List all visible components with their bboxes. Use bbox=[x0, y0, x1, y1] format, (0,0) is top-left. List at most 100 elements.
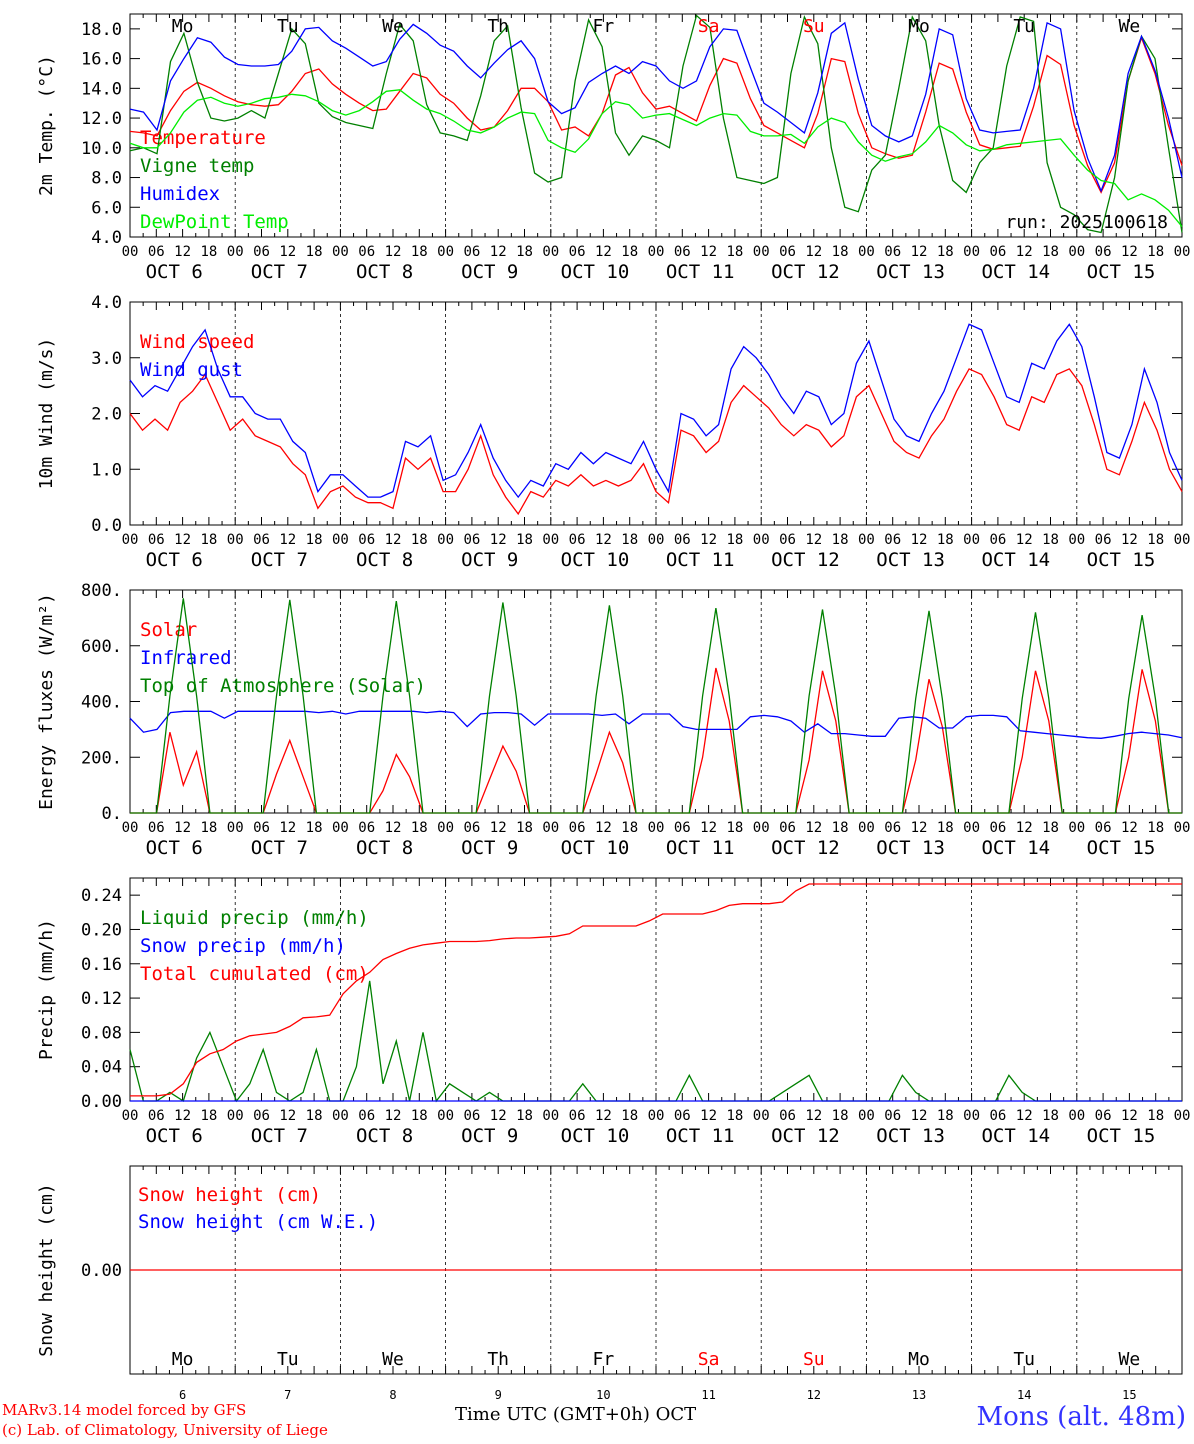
y-axis-label: Energy fluxes (W/m²) bbox=[36, 593, 57, 810]
weekday-label: Tu bbox=[277, 1349, 299, 1370]
model-credit: MARv3.14 model forced by GFS (c) Lab. of… bbox=[2, 1400, 328, 1440]
hour-tick-label: 00 bbox=[332, 244, 349, 260]
y-tick-label: 12.0 bbox=[81, 109, 122, 129]
hour-tick-label: 00 bbox=[542, 532, 559, 548]
hour-tick-label: 00 bbox=[332, 532, 349, 548]
hour-tick-label: 18 bbox=[832, 244, 849, 260]
weekday-label: Sa bbox=[698, 1349, 720, 1370]
weekday-label: We bbox=[382, 1349, 404, 1370]
hour-tick-label: 12 bbox=[595, 532, 612, 548]
credit-line-1: MARv3.14 model forced by GFS bbox=[2, 1401, 247, 1419]
hour-tick-label: 18 bbox=[306, 1108, 323, 1124]
hour-tick-label: 18 bbox=[937, 532, 954, 548]
hour-tick-label: 18 bbox=[832, 820, 849, 836]
hour-tick-label: 06 bbox=[569, 820, 586, 836]
hour-tick-label: 00 bbox=[1174, 532, 1191, 548]
day-number: 13 bbox=[912, 1388, 926, 1402]
hour-tick-label: 00 bbox=[122, 820, 139, 836]
date-label: OCT 14 bbox=[981, 549, 1050, 571]
y-tick-label: 6.0 bbox=[91, 198, 122, 218]
hour-tick-label: 00 bbox=[542, 244, 559, 260]
day-number: 7 bbox=[284, 1388, 291, 1402]
hour-tick-label: 12 bbox=[279, 820, 296, 836]
weekday-label: Tu bbox=[1013, 1349, 1035, 1370]
hour-tick-label: 00 bbox=[227, 1108, 244, 1124]
hour-tick-label: 18 bbox=[937, 1108, 954, 1124]
weekday-label: We bbox=[1119, 16, 1141, 37]
date-label: OCT 15 bbox=[1087, 549, 1156, 571]
y-tick-label: 600. bbox=[81, 637, 122, 657]
hour-tick-label: 12 bbox=[174, 820, 191, 836]
hour-tick-label: 12 bbox=[490, 532, 507, 548]
hour-tick-label: 12 bbox=[385, 532, 402, 548]
weekday-label: Fr bbox=[593, 16, 615, 37]
date-label: OCT 14 bbox=[981, 1125, 1050, 1147]
hour-tick-label: 00 bbox=[542, 820, 559, 836]
date-label: OCT 9 bbox=[461, 1125, 518, 1147]
credit-line-2: (c) Lab. of Climatology, University of L… bbox=[2, 1421, 328, 1439]
weekday-label: Tu bbox=[1013, 16, 1035, 37]
hour-tick-label: 18 bbox=[1147, 244, 1164, 260]
hour-tick-label: 18 bbox=[411, 1108, 428, 1124]
hour-tick-label: 18 bbox=[1042, 820, 1059, 836]
hour-tick-label: 18 bbox=[411, 820, 428, 836]
series-line bbox=[129, 89, 1183, 228]
hour-tick-label: 12 bbox=[1016, 244, 1033, 260]
hour-tick-label: 00 bbox=[963, 532, 980, 548]
hour-tick-label: 18 bbox=[200, 244, 217, 260]
y-tick-label: 0.12 bbox=[81, 989, 122, 1009]
date-label: OCT 7 bbox=[251, 837, 308, 859]
weekday-label: Mo bbox=[908, 16, 930, 37]
hour-tick-label: 12 bbox=[805, 532, 822, 548]
hour-tick-label: 06 bbox=[884, 820, 901, 836]
day-number: 14 bbox=[1017, 1388, 1031, 1402]
hour-tick-label: 18 bbox=[516, 820, 533, 836]
hour-tick-label: 00 bbox=[1068, 532, 1085, 548]
legend-entry: Snow height (cm W.E.) bbox=[138, 1211, 378, 1233]
y-tick-label: 8.0 bbox=[91, 169, 122, 189]
date-label: OCT 15 bbox=[1087, 1125, 1156, 1147]
series-line bbox=[129, 368, 1183, 516]
hour-tick-label: 12 bbox=[805, 1108, 822, 1124]
hour-tick-label: 06 bbox=[569, 244, 586, 260]
hour-tick-label: 06 bbox=[884, 244, 901, 260]
day-number: 9 bbox=[495, 1388, 502, 1402]
date-label: OCT 12 bbox=[771, 837, 840, 859]
y-axis-label: Precip (mm/h) bbox=[36, 919, 57, 1060]
legend-entry: Snow height (cm) bbox=[138, 1184, 321, 1206]
date-label: OCT 10 bbox=[561, 837, 630, 859]
hour-tick-label: 18 bbox=[1147, 820, 1164, 836]
hour-tick-label: 06 bbox=[463, 244, 480, 260]
legend-entry: Wind speed bbox=[140, 331, 254, 353]
hour-tick-label: 12 bbox=[1121, 820, 1138, 836]
hour-tick-label: 00 bbox=[437, 244, 454, 260]
date-label: OCT 15 bbox=[1087, 837, 1156, 859]
hour-tick-label: 00 bbox=[122, 1108, 139, 1124]
date-label: OCT 14 bbox=[981, 261, 1050, 283]
hour-tick-label: 12 bbox=[595, 1108, 612, 1124]
date-label: OCT 12 bbox=[771, 261, 840, 283]
hour-tick-label: 06 bbox=[989, 532, 1006, 548]
y-tick-label: 1.0 bbox=[91, 460, 122, 480]
series-line bbox=[130, 883, 1182, 1097]
hour-tick-label: 12 bbox=[1121, 244, 1138, 260]
y-tick-label: 0.16 bbox=[81, 955, 122, 975]
hour-tick-label: 06 bbox=[779, 820, 796, 836]
hour-tick-label: 18 bbox=[726, 820, 743, 836]
day-number: 12 bbox=[807, 1388, 821, 1402]
hour-tick-label: 06 bbox=[674, 244, 691, 260]
weekday-label: Su bbox=[803, 16, 825, 37]
hour-tick-label: 06 bbox=[989, 1108, 1006, 1124]
hour-tick-label: 06 bbox=[148, 244, 165, 260]
hour-tick-label: 06 bbox=[1095, 532, 1112, 548]
hour-tick-label: 06 bbox=[779, 532, 796, 548]
series-line bbox=[129, 14, 1183, 234]
series-line bbox=[130, 598, 1182, 814]
panel-frame bbox=[129, 13, 1183, 238]
day-number: 15 bbox=[1122, 1388, 1136, 1402]
legend-entry: DewPoint Temp bbox=[140, 211, 289, 233]
weekday-label: Sa bbox=[698, 16, 720, 37]
date-label: OCT 8 bbox=[356, 261, 413, 283]
y-tick-label: 0.00 bbox=[81, 1261, 122, 1281]
